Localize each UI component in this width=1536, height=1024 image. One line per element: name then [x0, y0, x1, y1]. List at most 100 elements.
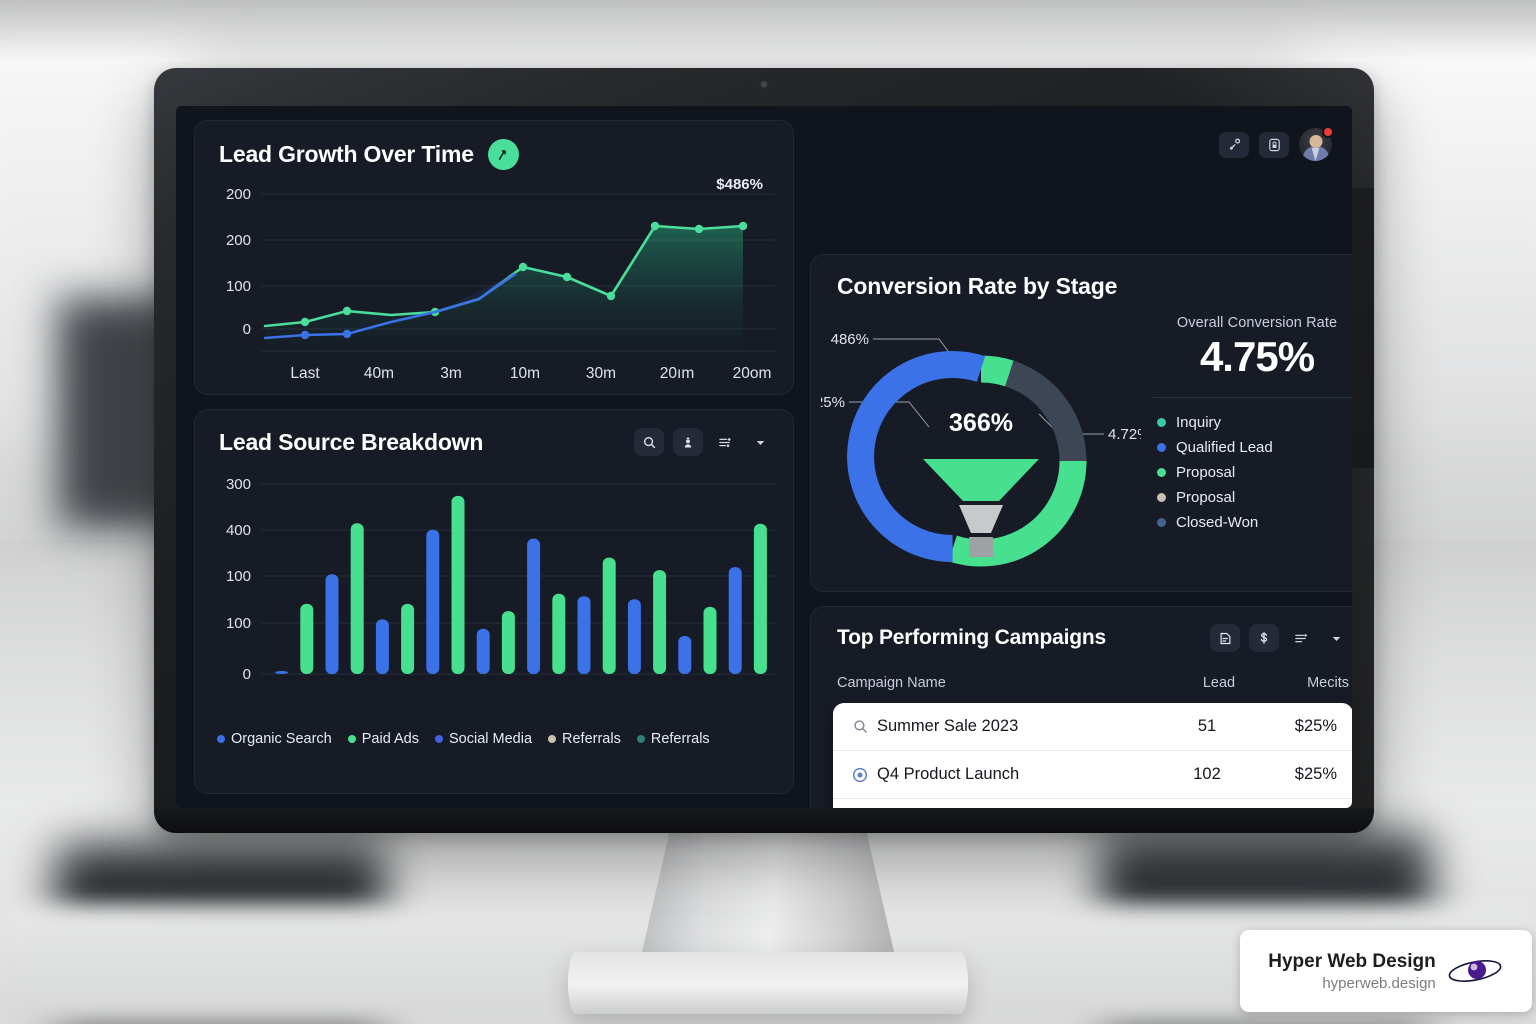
bar — [476, 628, 490, 674]
conversion-legend: Inquiry Qualified Lead Proposal Proposal… — [1147, 414, 1352, 531]
xtick-0: Last — [290, 365, 320, 382]
bar — [678, 636, 692, 674]
xtick-3: 10m — [510, 365, 540, 382]
bar — [401, 603, 415, 674]
arrow-trend-up-icon[interactable] — [487, 139, 519, 170]
hyperweb-logo — [1448, 960, 1502, 982]
funnel-icon — [923, 459, 1039, 557]
legend-color-dot — [1157, 518, 1166, 527]
bar-group — [275, 495, 767, 675]
legend-label: Referrals — [562, 731, 621, 747]
legend-label: Inquiry — [1176, 414, 1222, 431]
conversion-title: Conversion Rate by Stage — [837, 273, 1118, 299]
share-nodes-icon[interactable] — [1219, 131, 1249, 158]
screen: Lead Growth Over Time $486% — [176, 106, 1352, 808]
campaign-lead: 102 — [1193, 765, 1221, 783]
ytick-0: 200 — [226, 186, 251, 203]
legend-label: Proposal — [1176, 489, 1236, 506]
legend-color-dot — [1157, 493, 1166, 502]
card-top-campaigns: Top Performing Campaigns — [810, 606, 1352, 808]
legend-item[interactable]: Paid Ads — [347, 731, 419, 747]
campaigns-table: Summer Sale 2023 51 $25% Q4 Product Laun… — [833, 703, 1352, 808]
legend-color-dot — [435, 735, 443, 743]
bar — [300, 603, 314, 674]
card-lead-growth: Lead Growth Over Time $486% — [194, 120, 794, 395]
watermark-badge: Hyper Web Design hyperweb.design — [1240, 930, 1532, 1012]
bar — [426, 529, 440, 674]
search-icon[interactable] — [634, 428, 664, 456]
page-title: Lead Growth Over Time — [219, 141, 474, 167]
lead-source-chart: 300 400 100 100 0 — [226, 476, 775, 683]
bar — [703, 606, 717, 674]
sort-settings-icon[interactable] — [712, 429, 738, 455]
legend-item[interactable]: Proposal — [1157, 464, 1352, 481]
table-row[interactable]: Summer Sale 2023 51 $25% — [833, 703, 1352, 751]
xtick-6: 20om — [733, 365, 772, 382]
legend-color-dot — [347, 735, 356, 743]
bar — [527, 538, 541, 674]
svg-text:0: 0 — [243, 666, 251, 683]
legend-item[interactable]: Organic Search — [217, 731, 332, 747]
legend-color-dot — [1157, 443, 1166, 452]
legend-item[interactable]: Inquiry — [1157, 414, 1352, 431]
card-conversion-rate: Conversion Rate by Stage 486% 325% — [807, 254, 1352, 593]
lead-source-legend: Organic Search Paid Ads Social Media Ref… — [217, 731, 710, 747]
legend-label: Social Media — [449, 731, 533, 747]
legend-label: Referrals — [650, 731, 710, 747]
callout-closed: 4.72% — [1108, 426, 1141, 443]
campaign-metric: $25% — [1294, 717, 1337, 735]
chevron-down-icon[interactable] — [747, 429, 773, 455]
webcam — [759, 80, 769, 89]
monitor-stand-base — [568, 952, 968, 1014]
legend-label: Organic Search — [231, 731, 332, 747]
magnifier-icon — [845, 718, 875, 735]
column-lead: Lead — [1202, 675, 1236, 691]
campaign-lead: 51 — [1197, 717, 1217, 735]
xtick-1: 40m — [364, 365, 394, 382]
column-campaign-name: Campaign Name — [837, 675, 946, 691]
table-row[interactable]: Q4 Product Launch 112 $55% — [833, 799, 1352, 808]
bar — [728, 567, 742, 674]
conversion-donut: 486% 325% 4.72% — [807, 309, 1151, 593]
bar — [602, 557, 616, 674]
legend-color-dot — [636, 735, 645, 743]
lock-document-icon[interactable] — [1259, 131, 1289, 158]
ytick-3: 0 — [243, 321, 251, 338]
report-edit-icon[interactable] — [1210, 624, 1240, 652]
svg-text:100: 100 — [226, 615, 251, 632]
legend-label: Proposal — [1176, 464, 1236, 481]
bar — [753, 523, 767, 674]
avatar[interactable] — [1299, 126, 1334, 161]
xtick-4: 30m — [586, 365, 616, 382]
legend-item[interactable]: Closed-Won — [1157, 514, 1352, 531]
legend-item[interactable]: Proposal — [1157, 489, 1352, 506]
overall-conversion-label: Overall Conversion Rate — [1176, 315, 1338, 331]
monitor-stand-neck — [639, 830, 897, 965]
divider — [1153, 397, 1352, 398]
legend-label: Qualified Lead — [1176, 439, 1273, 456]
legend-item[interactable]: Qualified Lead — [1157, 439, 1352, 456]
bar — [577, 596, 591, 674]
dollar-icon[interactable] — [1249, 624, 1279, 652]
user-filter-icon[interactable] — [673, 428, 703, 456]
table-row[interactable]: Q4 Product Launch 102 $25% — [833, 751, 1352, 799]
notification-badge — [1322, 126, 1334, 138]
bar — [350, 523, 364, 674]
bar — [501, 611, 515, 674]
xtick-5: 20ım — [660, 365, 694, 382]
ytick-2: 100 — [226, 278, 251, 295]
legend-item[interactable]: Social Media — [435, 731, 532, 747]
legend-color-dot — [548, 735, 557, 743]
legend-item[interactable]: Referrals — [636, 731, 710, 747]
bar — [275, 671, 289, 674]
legend-label: Paid Ads — [361, 731, 419, 747]
watermark-subtitle: hyperweb.design — [1322, 974, 1436, 992]
chevron-down-icon[interactable] — [1323, 625, 1349, 651]
callout-proposal: 325% — [821, 394, 845, 411]
bar — [451, 495, 465, 674]
ytick-1: 200 — [226, 232, 251, 249]
legend-color-dot — [217, 735, 225, 743]
legend-item[interactable]: Referrals — [548, 731, 621, 747]
filter-lines-icon[interactable] — [1288, 625, 1314, 651]
overall-conversion-block: Overall Conversion Rate 4.75% Inquiry Qu… — [1147, 315, 1352, 531]
